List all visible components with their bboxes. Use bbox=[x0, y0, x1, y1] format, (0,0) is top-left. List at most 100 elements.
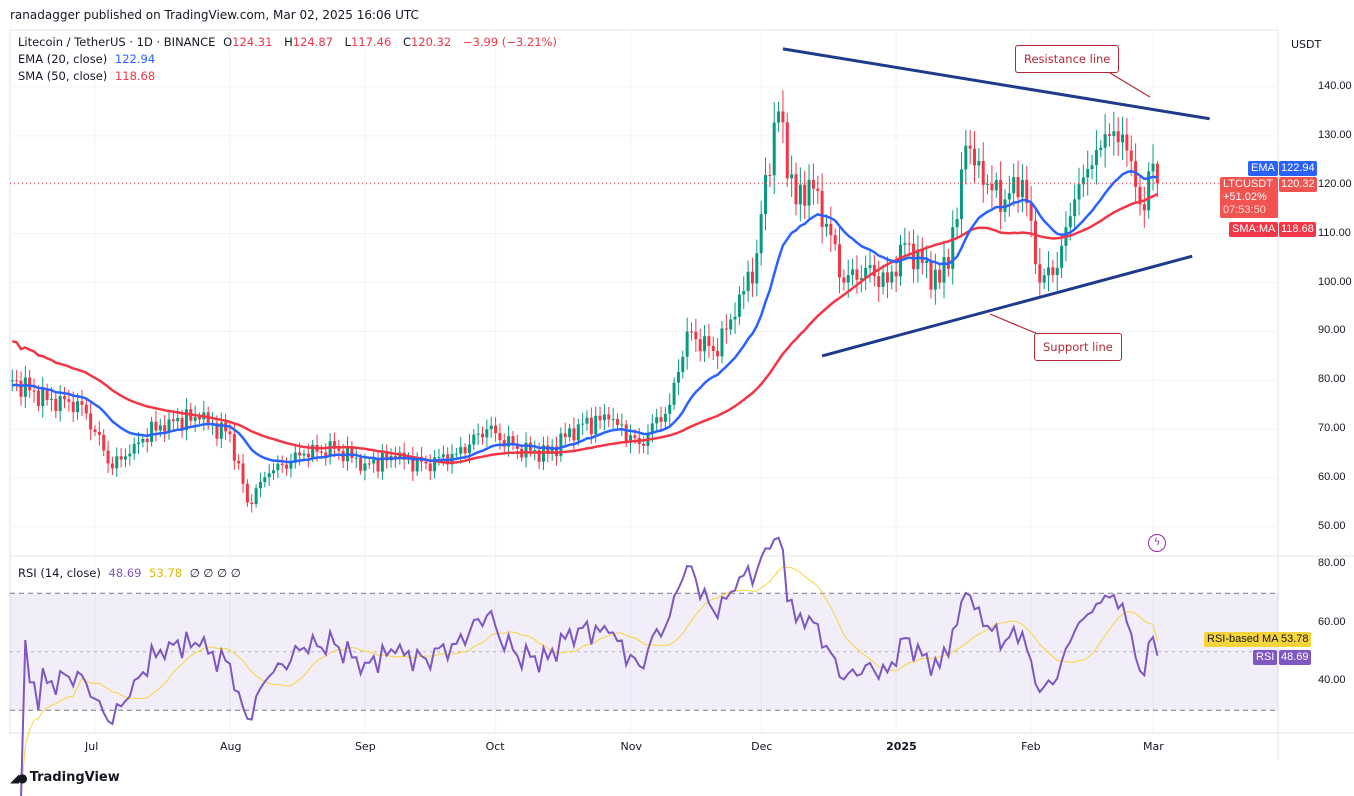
candle-body bbox=[833, 235, 837, 245]
candle-body bbox=[28, 377, 32, 391]
candle-body bbox=[476, 433, 480, 435]
candle-body bbox=[411, 456, 415, 472]
candle-body bbox=[67, 399, 71, 402]
candle-body bbox=[1055, 267, 1059, 275]
rsi-tick-label: 40.00 bbox=[1318, 674, 1346, 686]
candle-body bbox=[938, 269, 942, 283]
candle-body bbox=[633, 435, 637, 438]
ema-label: EMA (20, close) bbox=[18, 52, 108, 66]
ema-legend[interactable]: EMA (20, close) 122.94 bbox=[18, 52, 160, 66]
candle-body bbox=[415, 456, 419, 472]
candle-body bbox=[1129, 150, 1133, 162]
candle-body bbox=[872, 265, 876, 277]
candle-body bbox=[999, 180, 1003, 212]
candle-body bbox=[781, 111, 785, 123]
candle-body bbox=[359, 457, 363, 471]
candle-body bbox=[245, 483, 249, 503]
plot-area bbox=[9, 29, 1279, 734]
low-value: 117.46 bbox=[351, 35, 392, 49]
candle-body bbox=[110, 463, 114, 469]
candle-body bbox=[350, 446, 354, 458]
candle-body bbox=[280, 463, 284, 465]
candle-body bbox=[93, 429, 97, 433]
candle-body bbox=[324, 452, 328, 457]
candle-body bbox=[859, 277, 863, 280]
symbol-tag: LTCUSDT +51.02% 07:53:50 bbox=[1220, 177, 1278, 218]
candle-body bbox=[703, 336, 707, 352]
published-header: ranadagger published on TradingView.com,… bbox=[10, 8, 419, 22]
candle-body bbox=[790, 174, 794, 179]
candle-body bbox=[1138, 186, 1142, 205]
candle-body bbox=[803, 184, 807, 206]
candle-body bbox=[10, 380, 14, 382]
symbol-name[interactable]: Litecoin / TetherUS · 1D · BINANCE bbox=[18, 35, 216, 49]
price-tick-label: 100.00 bbox=[1318, 275, 1352, 288]
resistance-callout[interactable]: Resistance line bbox=[1015, 45, 1120, 73]
high-label: H bbox=[284, 35, 293, 49]
candle-body bbox=[515, 445, 519, 449]
candle-body bbox=[32, 390, 36, 392]
support-callout[interactable]: Support line bbox=[1034, 333, 1122, 361]
candle-body bbox=[463, 447, 467, 454]
candle-body bbox=[846, 275, 850, 283]
candle-body bbox=[829, 223, 833, 236]
candle-body bbox=[19, 380, 23, 397]
candle-body bbox=[433, 457, 437, 472]
candle-body bbox=[1121, 134, 1125, 143]
rsi-tag-name: RSI bbox=[1253, 650, 1278, 665]
last-price: 120.32 bbox=[1279, 177, 1317, 192]
candle-body bbox=[1151, 163, 1155, 172]
candle-body bbox=[842, 277, 846, 283]
candle-body bbox=[328, 441, 332, 457]
candle-body bbox=[263, 477, 267, 483]
candle-body bbox=[572, 428, 576, 441]
time-tick-label: Sep bbox=[354, 740, 376, 753]
candle-body bbox=[524, 442, 528, 458]
candle-body bbox=[437, 457, 441, 459]
candle-body bbox=[176, 417, 180, 422]
candle-body bbox=[184, 409, 188, 431]
candle-body bbox=[76, 401, 80, 413]
candle-body bbox=[868, 265, 872, 268]
candle-body bbox=[1047, 267, 1051, 276]
candle-body bbox=[385, 452, 389, 461]
candle-body bbox=[150, 421, 154, 442]
candle-body bbox=[380, 452, 384, 472]
ema-20-line bbox=[12, 169, 1158, 464]
candle-body bbox=[711, 345, 715, 352]
candle-body bbox=[568, 428, 572, 438]
candle-body bbox=[798, 184, 802, 205]
candle-body bbox=[920, 249, 924, 264]
candle-body bbox=[36, 390, 40, 406]
sma-legend[interactable]: SMA (50, close) 118.68 bbox=[18, 69, 160, 83]
candle-body bbox=[885, 272, 889, 283]
candle-body bbox=[1147, 171, 1151, 211]
candle-body bbox=[1112, 131, 1116, 136]
candle-body bbox=[197, 416, 201, 420]
candle-body bbox=[994, 180, 998, 191]
candle-body bbox=[594, 415, 598, 435]
candle-body bbox=[942, 257, 946, 283]
tradingview-logo[interactable]: ◢● TradingView bbox=[10, 770, 120, 785]
candle-body bbox=[964, 145, 968, 170]
rsi-line bbox=[20, 536, 1159, 796]
candle-body bbox=[685, 331, 689, 357]
lightning-icon[interactable]: ϟ bbox=[1148, 534, 1166, 552]
currency-label[interactable]: USDT bbox=[1291, 38, 1322, 51]
candle-body bbox=[1116, 131, 1120, 143]
candle-body bbox=[955, 219, 959, 228]
candle-body bbox=[1068, 216, 1072, 228]
tv-logo-icon: ◢● bbox=[10, 770, 28, 785]
candle-body bbox=[968, 145, 972, 149]
candle-body bbox=[1007, 193, 1011, 200]
open-label: O bbox=[223, 35, 233, 49]
rsi-legend[interactable]: RSI (14, close) 48.69 53.78 ∅ ∅ ∅ ∅ bbox=[18, 566, 245, 580]
candle-body bbox=[816, 188, 820, 191]
candle-body bbox=[97, 432, 101, 435]
candle-body bbox=[855, 269, 859, 280]
candle-body bbox=[171, 419, 175, 422]
candle-body bbox=[306, 453, 310, 458]
candle-body bbox=[167, 419, 171, 432]
candle-body bbox=[912, 243, 916, 270]
